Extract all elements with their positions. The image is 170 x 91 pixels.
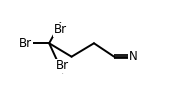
Text: N: N [129,50,138,63]
Text: Br: Br [56,59,69,72]
Text: Br: Br [54,23,67,36]
Text: Br: Br [19,37,32,50]
